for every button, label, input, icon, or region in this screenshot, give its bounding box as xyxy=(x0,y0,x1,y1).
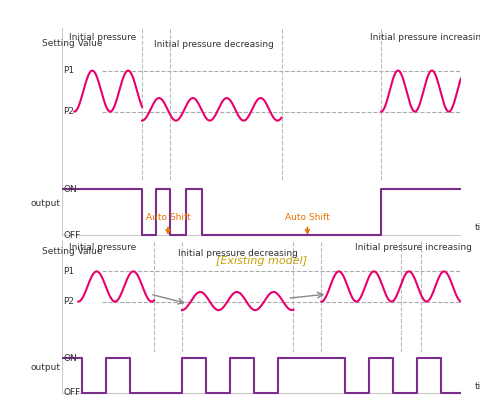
Text: [Existing model]: [Existing model] xyxy=(216,256,307,266)
Text: Auto Shift: Auto Shift xyxy=(285,213,330,233)
Text: P2: P2 xyxy=(63,297,74,306)
Text: Initial pressure decreasing: Initial pressure decreasing xyxy=(178,249,298,258)
Text: Initial pressure increasing: Initial pressure increasing xyxy=(355,243,471,252)
Text: OFF: OFF xyxy=(63,231,81,240)
Text: output: output xyxy=(31,200,60,208)
Text: Auto Shift: Auto Shift xyxy=(145,213,191,233)
Text: Setting Value: Setting Value xyxy=(43,39,103,48)
Text: Initial pressure: Initial pressure xyxy=(69,243,136,252)
Text: output: output xyxy=(31,363,60,372)
Text: P1: P1 xyxy=(63,66,74,75)
Text: Setting Value: Setting Value xyxy=(43,247,103,256)
Text: time: time xyxy=(475,382,480,391)
Text: Initial pressure: Initial pressure xyxy=(69,32,136,42)
Text: OFF: OFF xyxy=(63,388,81,397)
Text: ON: ON xyxy=(63,354,77,363)
Text: time: time xyxy=(475,223,480,232)
Text: ON: ON xyxy=(63,185,77,194)
Text: P2: P2 xyxy=(63,107,74,116)
Text: Initial pressure decreasing: Initial pressure decreasing xyxy=(154,40,274,49)
Text: P1: P1 xyxy=(63,267,74,276)
Text: Initial pressure increasing: Initial pressure increasing xyxy=(371,32,480,42)
